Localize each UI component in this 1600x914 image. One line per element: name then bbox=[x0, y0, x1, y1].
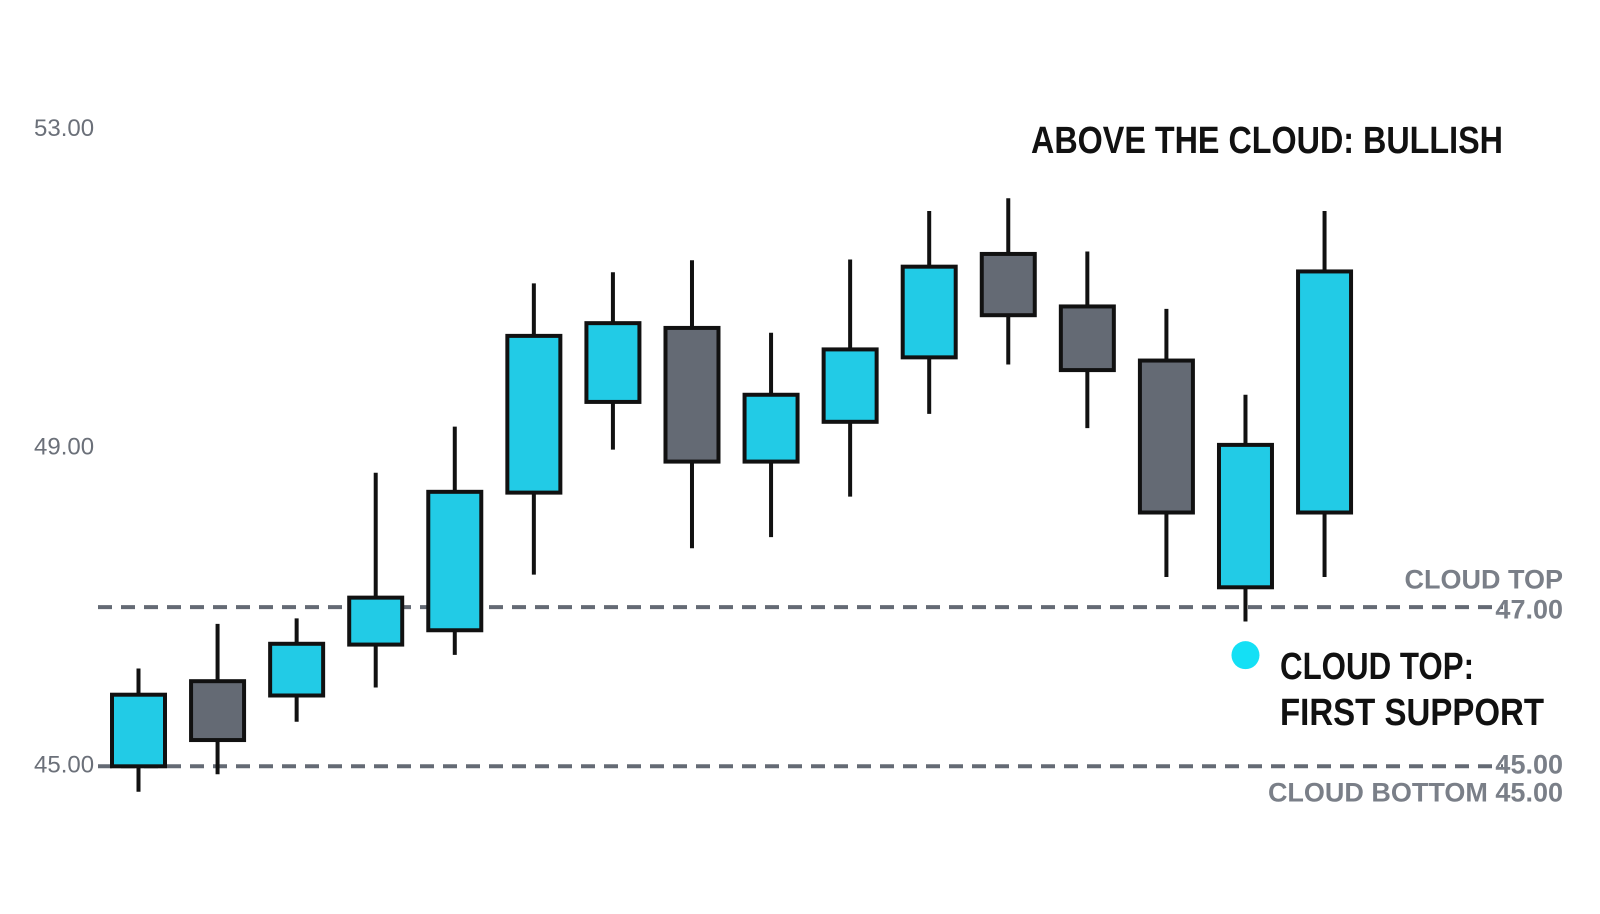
candle-body bbox=[426, 489, 484, 633]
candle-body bbox=[663, 325, 721, 464]
candle-body bbox=[1137, 358, 1195, 515]
candle-body bbox=[900, 264, 958, 360]
reference-value: 47.00 bbox=[1495, 594, 1563, 624]
reference-name: CLOUD BOTTOM 45.00 bbox=[1268, 777, 1563, 807]
reference-name: CLOUD TOP bbox=[1404, 564, 1563, 594]
reference-value: 45.00 bbox=[1495, 749, 1563, 779]
candle-body bbox=[584, 321, 642, 404]
candle-body bbox=[268, 641, 326, 698]
y-tick-label: 53.00 bbox=[34, 115, 94, 142]
candle-body bbox=[110, 692, 167, 769]
y-tick-label: 45.00 bbox=[34, 752, 94, 779]
annotation: FIRST SUPPORT bbox=[1280, 692, 1544, 734]
candle-body bbox=[1216, 442, 1274, 590]
candle-body bbox=[1058, 304, 1116, 373]
candle-body bbox=[821, 347, 879, 424]
candle-body bbox=[1296, 269, 1354, 515]
support-marker bbox=[1231, 641, 1260, 670]
candle-body bbox=[189, 679, 247, 743]
candle-body bbox=[347, 595, 405, 647]
candle-body bbox=[742, 392, 800, 464]
candle-body bbox=[979, 251, 1037, 318]
y-tick-label: 49.00 bbox=[34, 433, 94, 460]
candle-body bbox=[505, 333, 563, 495]
annotation: CLOUD TOP: bbox=[1280, 646, 1474, 688]
annotation: ABOVE THE CLOUD: BULLISH bbox=[1031, 120, 1503, 162]
